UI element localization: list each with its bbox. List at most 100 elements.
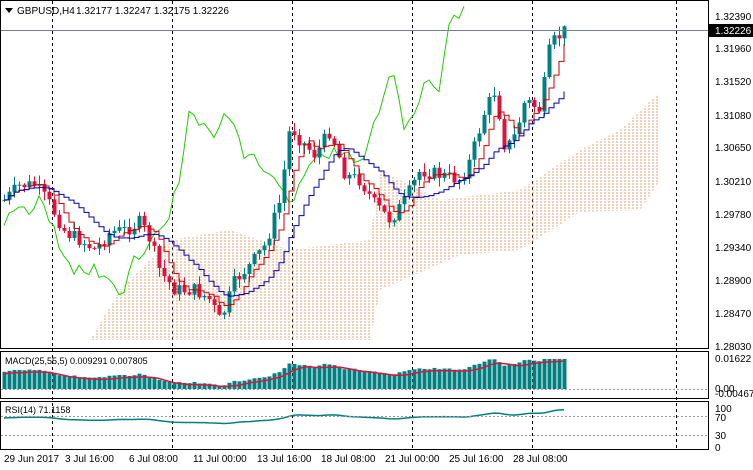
macd-bar (382, 373, 387, 389)
macd-bar (272, 373, 277, 389)
candle-body (82, 244, 87, 246)
candle-body (302, 143, 307, 146)
candle-body (72, 230, 77, 238)
candle-body (307, 143, 312, 150)
macd-bar (12, 369, 17, 389)
candle-body (212, 299, 217, 306)
candle (347, 172, 352, 185)
macd-bar (77, 377, 82, 389)
candle-body (282, 169, 287, 203)
candlesticks[interactable] (2, 25, 567, 319)
macd-bar (512, 363, 517, 389)
macd-bar (107, 375, 112, 389)
macd-bar (562, 359, 567, 389)
candle (222, 310, 227, 319)
candle-body (237, 275, 242, 280)
candle-body (217, 305, 222, 315)
candle (472, 137, 477, 168)
candle (272, 204, 277, 245)
candle (557, 26, 562, 47)
candle (217, 302, 222, 316)
candle (187, 289, 192, 296)
symbol-timeframe: GBPUSD,H4 (17, 6, 75, 17)
candle-body (32, 181, 37, 186)
macd-bar (67, 376, 72, 389)
macd-bar (377, 372, 382, 389)
macd-bar (367, 371, 372, 389)
candle (412, 176, 417, 193)
candle-body (272, 212, 277, 239)
macd-bar (322, 363, 327, 389)
macd-bar (337, 366, 342, 389)
collapse-triangle-icon[interactable] (5, 8, 13, 13)
macd-bar (502, 365, 507, 389)
macd-bar (422, 368, 427, 389)
candle (57, 210, 62, 231)
candle-body (292, 131, 297, 136)
candle (487, 92, 492, 124)
candle (392, 218, 397, 227)
candle (527, 97, 532, 109)
candle (447, 164, 452, 179)
rsi-tick: 0 (715, 443, 721, 454)
macd-bar (312, 366, 317, 389)
candle (402, 189, 407, 212)
macd-bar (267, 376, 272, 389)
macd-bar (37, 369, 42, 389)
candle-body (322, 133, 327, 148)
candle (372, 191, 377, 203)
candle-body (372, 193, 377, 198)
macd-bar (532, 360, 537, 389)
macd-bar (332, 365, 337, 389)
candle (82, 239, 87, 252)
candle-body (402, 196, 407, 205)
macd-bar (297, 365, 302, 389)
candle-body (392, 220, 397, 223)
macd-bar (177, 382, 182, 389)
ichimoku-cloud (90, 92, 660, 340)
price-tick: 1.31080 (715, 111, 752, 122)
macd-bar (392, 374, 397, 389)
candle-body (482, 114, 487, 134)
candle-body (167, 276, 172, 283)
candle-body (27, 181, 32, 188)
candle (172, 279, 177, 296)
macd-bar (457, 369, 462, 389)
candle-body (17, 184, 22, 186)
candle-body (247, 264, 252, 275)
candle (387, 206, 392, 228)
macd-bar (492, 359, 497, 389)
current-price-label: 1.32226 (715, 26, 752, 37)
candle (377, 193, 382, 211)
candle-body (92, 248, 97, 250)
macd-bar (147, 376, 152, 389)
macd-bar (507, 364, 512, 389)
macd-bar (182, 382, 187, 389)
candle-body (52, 199, 57, 215)
candle-body (222, 312, 227, 315)
macd-bar (7, 370, 12, 389)
macd-signal-line (3, 360, 565, 388)
macd-bar (447, 368, 452, 389)
macd-bar (252, 378, 257, 389)
macd-bar (247, 379, 252, 389)
price-tick: 1.30650 (715, 143, 752, 154)
macd-bar (497, 362, 502, 389)
candle-body (22, 184, 27, 188)
time-label: 25 Jul 16:00 (449, 454, 504, 465)
macd-bar (407, 370, 412, 389)
candle-body (57, 214, 62, 228)
price-tick: 1.32390 (715, 12, 752, 23)
candle (202, 294, 207, 301)
price-axis: 1.32390 1.31960 1.31520 1.31080 1.30650 … (709, 12, 753, 353)
candle-body (427, 176, 432, 179)
candle (417, 169, 422, 186)
macd-panel-frame (0, 351, 709, 399)
candle (262, 241, 267, 256)
candle (317, 139, 322, 165)
candle (232, 268, 237, 296)
candle-body (67, 230, 72, 238)
candle (337, 140, 342, 159)
